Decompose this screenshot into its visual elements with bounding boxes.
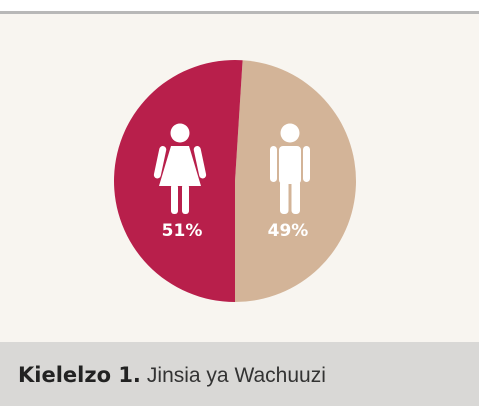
- value-label: 49%: [268, 221, 309, 241]
- male-icon: [270, 123, 310, 214]
- caption: Kielelzo 1. Jinsia ya Wachuuzi: [18, 363, 326, 387]
- pie: [113, 59, 356, 302]
- caption-panel: [0, 342, 479, 406]
- value-labels: 49% 51%: [162, 221, 309, 241]
- caption-title: Jinsia ya Wachuuzi: [147, 364, 326, 387]
- top-rule: [0, 11, 479, 14]
- value-label: 51%: [162, 221, 203, 241]
- figure-label: Kielelzo 1.: [18, 363, 141, 387]
- female-icon: [153, 123, 207, 214]
